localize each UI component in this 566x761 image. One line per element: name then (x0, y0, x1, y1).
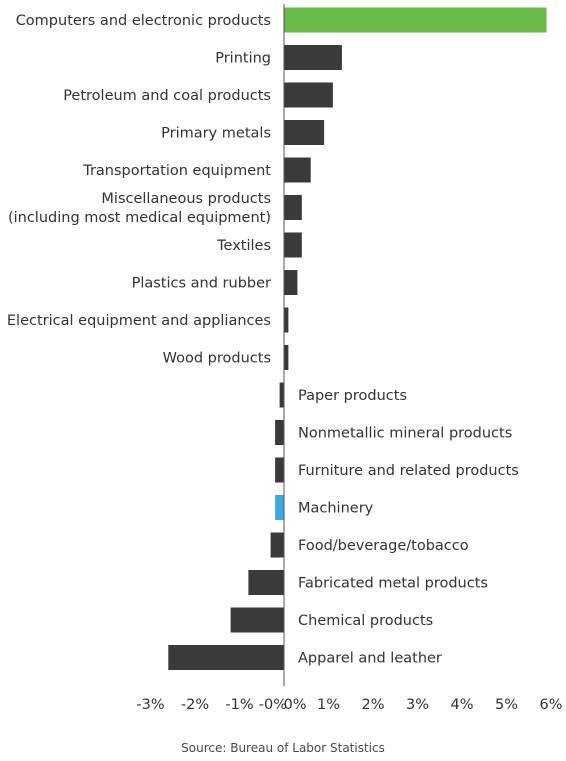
category-label: Electrical equipment and appliances (7, 313, 271, 329)
bar (248, 570, 284, 595)
x-tick-label: 2% (361, 697, 384, 713)
bar (270, 532, 284, 558)
bar (279, 382, 284, 408)
category-label: Computers and electronic products (16, 13, 271, 29)
x-tick-label: 0% (284, 697, 307, 713)
category-labels-group: Computers and electronic products Printin… (7, 13, 519, 667)
category-label: Chemical products (298, 613, 433, 629)
bar (284, 45, 342, 70)
x-tick-label: 3% (406, 697, 429, 713)
x-tick-label: 6% (539, 697, 562, 713)
bar (284, 232, 302, 258)
bar (275, 495, 284, 520)
x-tick-label: 4% (450, 697, 473, 713)
x-tick-label: -0% (259, 697, 287, 713)
category-label: Furniture and related products (298, 463, 519, 479)
bar (284, 195, 302, 220)
bar (230, 607, 284, 633)
bar (284, 345, 289, 370)
bar (284, 120, 325, 145)
x-tick-label: 1% (317, 697, 340, 713)
x-tick-label: -1% (225, 697, 253, 713)
bar (284, 157, 311, 183)
category-label: Plastics and rubber (132, 276, 271, 292)
x-tick-label: -3% (136, 697, 164, 713)
bar (275, 420, 284, 445)
bar (168, 645, 284, 670)
category-label: Nonmetallic mineral products (298, 426, 512, 442)
category-label: Transportation equipment (82, 163, 271, 179)
category-label: Petroleum and coal products (63, 88, 271, 104)
category-label: Machinery (298, 501, 374, 517)
category-label: Primary metals (161, 126, 271, 142)
x-tick-label: 5% (495, 697, 518, 713)
category-label: Printing (215, 51, 271, 67)
category-label: Textiles (216, 238, 271, 254)
x-tick-label: -2% (181, 697, 209, 713)
category-label: Miscellaneous products (including most me… (8, 191, 271, 226)
category-label: Paper products (298, 388, 407, 404)
bar (275, 457, 284, 483)
bar (284, 7, 547, 33)
x-tick-labels-group: -3% -2% -1% -0%0% 1% 2% 3% 4% 5% 6% (136, 697, 562, 713)
bars-group (168, 7, 547, 670)
category-label: Food/beverage/tobacco (298, 538, 469, 554)
category-label: Fabricated metal products (298, 576, 488, 592)
bar (284, 307, 289, 333)
category-label: Wood products (163, 351, 271, 367)
bar (284, 82, 333, 108)
category-label: Apparel and leather (298, 651, 442, 667)
bar (284, 270, 298, 295)
source-note: Source: Bureau of Labor Statistics (181, 741, 385, 755)
